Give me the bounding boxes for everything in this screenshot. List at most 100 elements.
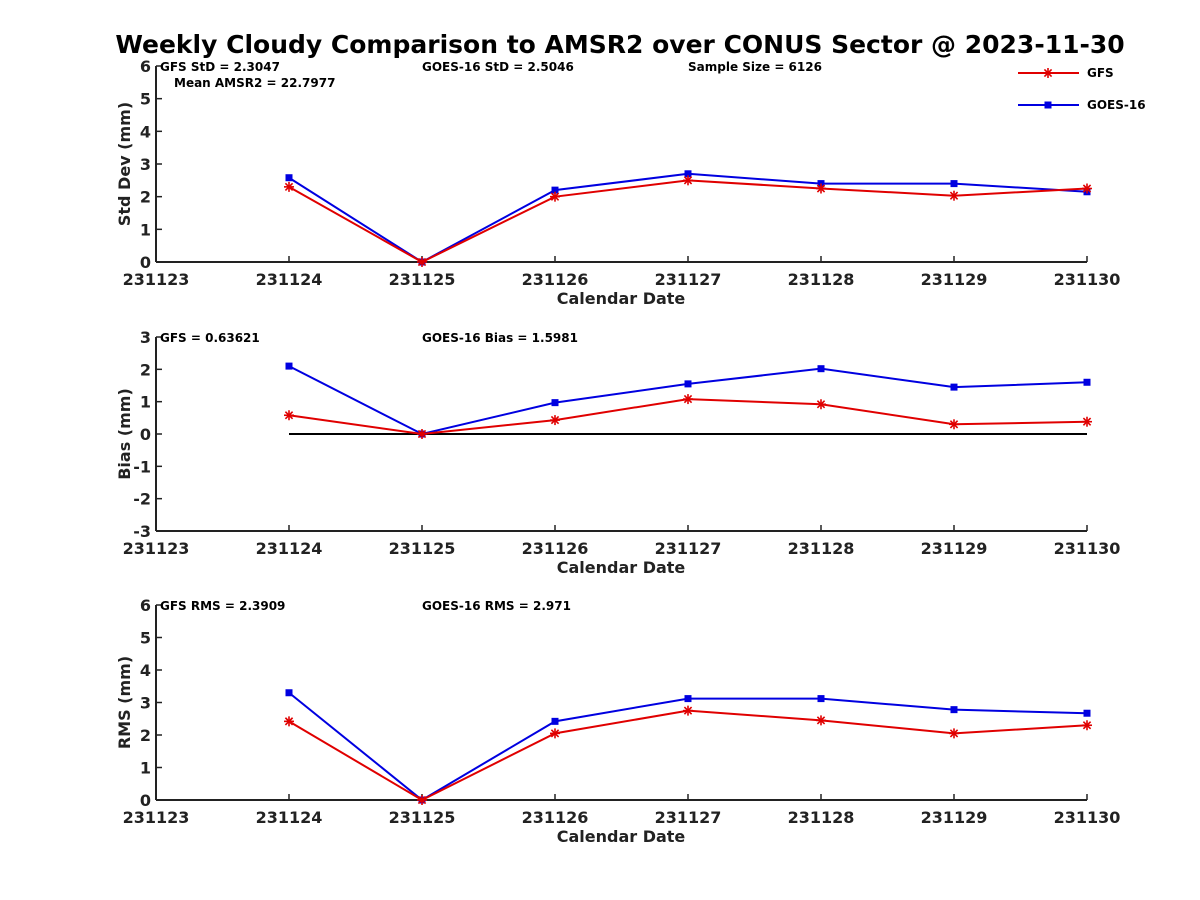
data-point-gfs — [1082, 416, 1092, 427]
x-tick-label: 231127 — [655, 270, 722, 289]
x-tick-label: 231130 — [1054, 270, 1121, 289]
data-point-gfs — [550, 728, 560, 739]
y-tick-label: 1 — [140, 759, 151, 778]
data-point-goes-16 — [285, 362, 293, 370]
x-tick-label: 231125 — [389, 270, 456, 289]
panel-3: 0 1 2 3 4 5 6 231123 231124 231125 231126 231127 231… — [115, 596, 1120, 846]
data-point-gfs — [949, 190, 959, 201]
y-tick-label: 2 — [140, 188, 151, 207]
legend-label-gfs: GFS — [1087, 66, 1114, 80]
y-axis-label: Std Dev (mm) — [115, 102, 134, 226]
y-axis-label: RMS (mm) — [115, 656, 134, 749]
data-point-gfs — [949, 728, 959, 739]
legend-marker-gfs — [1043, 68, 1053, 78]
y-tick-label: -2 — [133, 490, 151, 509]
y-tick-label: 5 — [140, 629, 151, 648]
data-point-gfs — [417, 257, 427, 267]
data-point-gfs — [683, 394, 693, 405]
x-tick-label: 231124 — [256, 270, 323, 289]
x-tick-label: 231128 — [788, 270, 855, 289]
legend-marker-goes-16 — [1044, 101, 1052, 109]
x-tick-label: 231126 — [522, 270, 589, 289]
x-tick-label: 231128 — [788, 539, 855, 558]
x-tick-label: 231124 — [256, 539, 323, 558]
y-tick-label: 4 — [140, 122, 151, 141]
x-tick-label: 231129 — [921, 270, 988, 289]
x-tick-label: 231129 — [921, 808, 988, 827]
data-point-gfs — [284, 716, 294, 727]
chart-title: Weekly Cloudy Comparison to AMSR2 over C… — [115, 30, 1125, 59]
data-point-goes-16 — [1083, 709, 1091, 717]
x-tick-label: 231126 — [522, 539, 589, 558]
data-point-gfs — [1082, 720, 1092, 731]
x-tick-label: 231125 — [389, 808, 456, 827]
data-point-gfs — [683, 175, 693, 186]
y-tick-label: 5 — [140, 90, 151, 109]
data-point-gfs — [417, 429, 427, 439]
y-tick-label: 3 — [140, 155, 151, 174]
stat-annotation: GFS RMS = 2.3909 — [160, 599, 285, 613]
y-axis-label: Bias (mm) — [115, 388, 134, 480]
y-tick-label: 2 — [140, 360, 151, 379]
y-tick-label: 0 — [140, 425, 151, 444]
data-point-gfs — [816, 183, 826, 194]
stat-annotation: GOES-16 StD = 2.5046 — [422, 60, 574, 74]
y-tick-label: 4 — [140, 661, 151, 680]
y-tick-label: -3 — [133, 522, 151, 541]
y-tick-label: 1 — [140, 220, 151, 239]
data-point-gfs — [816, 715, 826, 726]
y-tick-label: -1 — [133, 457, 151, 476]
data-point-goes-16 — [684, 380, 692, 388]
x-tick-label: 231123 — [123, 539, 190, 558]
series-line-gfs — [288, 709, 1088, 802]
data-point-gfs — [816, 399, 826, 410]
y-tick-label: 3 — [140, 694, 151, 713]
y-tick-label: 6 — [140, 596, 151, 615]
data-point-goes-16 — [950, 180, 958, 188]
data-point-gfs — [417, 795, 427, 805]
series-line-gfs — [288, 398, 1088, 436]
x-tick-label: 231129 — [921, 539, 988, 558]
data-point-gfs — [1082, 183, 1092, 194]
data-point-goes-16 — [285, 174, 293, 182]
x-tick-label: 231127 — [655, 808, 722, 827]
series-line-goes-16 — [288, 172, 1088, 264]
x-tick-label: 231128 — [788, 808, 855, 827]
data-point-gfs — [683, 705, 693, 716]
x-axis-label: Calendar Date — [557, 289, 686, 308]
data-point-gfs — [284, 410, 294, 421]
data-point-gfs — [550, 191, 560, 202]
x-axis-label: Calendar Date — [557, 558, 686, 577]
x-tick-label: 231123 — [123, 270, 190, 289]
stat-annotation: GOES-16 Bias = 1.5981 — [422, 331, 578, 345]
y-tick-label: 3 — [140, 328, 151, 347]
data-point-gfs — [550, 415, 560, 426]
data-point-goes-16 — [817, 695, 825, 703]
y-tick-label: 1 — [140, 393, 151, 412]
data-point-gfs — [284, 181, 294, 192]
data-point-gfs — [949, 419, 959, 430]
x-tick-label: 231130 — [1054, 808, 1121, 827]
data-point-goes-16 — [950, 383, 958, 391]
y-tick-label: 2 — [140, 726, 151, 745]
x-tick-label: 231126 — [522, 808, 589, 827]
panel-2: -3 -2 -1 0 1 2 3 231123 231124 231125 231126 231127… — [115, 328, 1120, 577]
x-tick-label: 231127 — [655, 539, 722, 558]
legend-label-goes-16: GOES-16 — [1087, 98, 1146, 112]
stat-annotation: GOES-16 RMS = 2.971 — [422, 599, 571, 613]
y-tick-label: 0 — [140, 253, 151, 272]
x-tick-label: 231123 — [123, 808, 190, 827]
data-point-goes-16 — [551, 717, 559, 725]
x-tick-label: 231124 — [256, 808, 323, 827]
stat-annotation: Mean AMSR2 = 22.7977 — [174, 76, 335, 90]
y-tick-label: 6 — [140, 57, 151, 76]
data-point-goes-16 — [950, 706, 958, 714]
x-tick-label: 231130 — [1054, 539, 1121, 558]
data-point-goes-16 — [1083, 378, 1091, 386]
data-point-goes-16 — [551, 399, 559, 407]
data-point-goes-16 — [684, 695, 692, 703]
stat-annotation: Sample Size = 6126 — [688, 60, 822, 74]
legend: GFS GOES-16 — [1018, 66, 1146, 112]
